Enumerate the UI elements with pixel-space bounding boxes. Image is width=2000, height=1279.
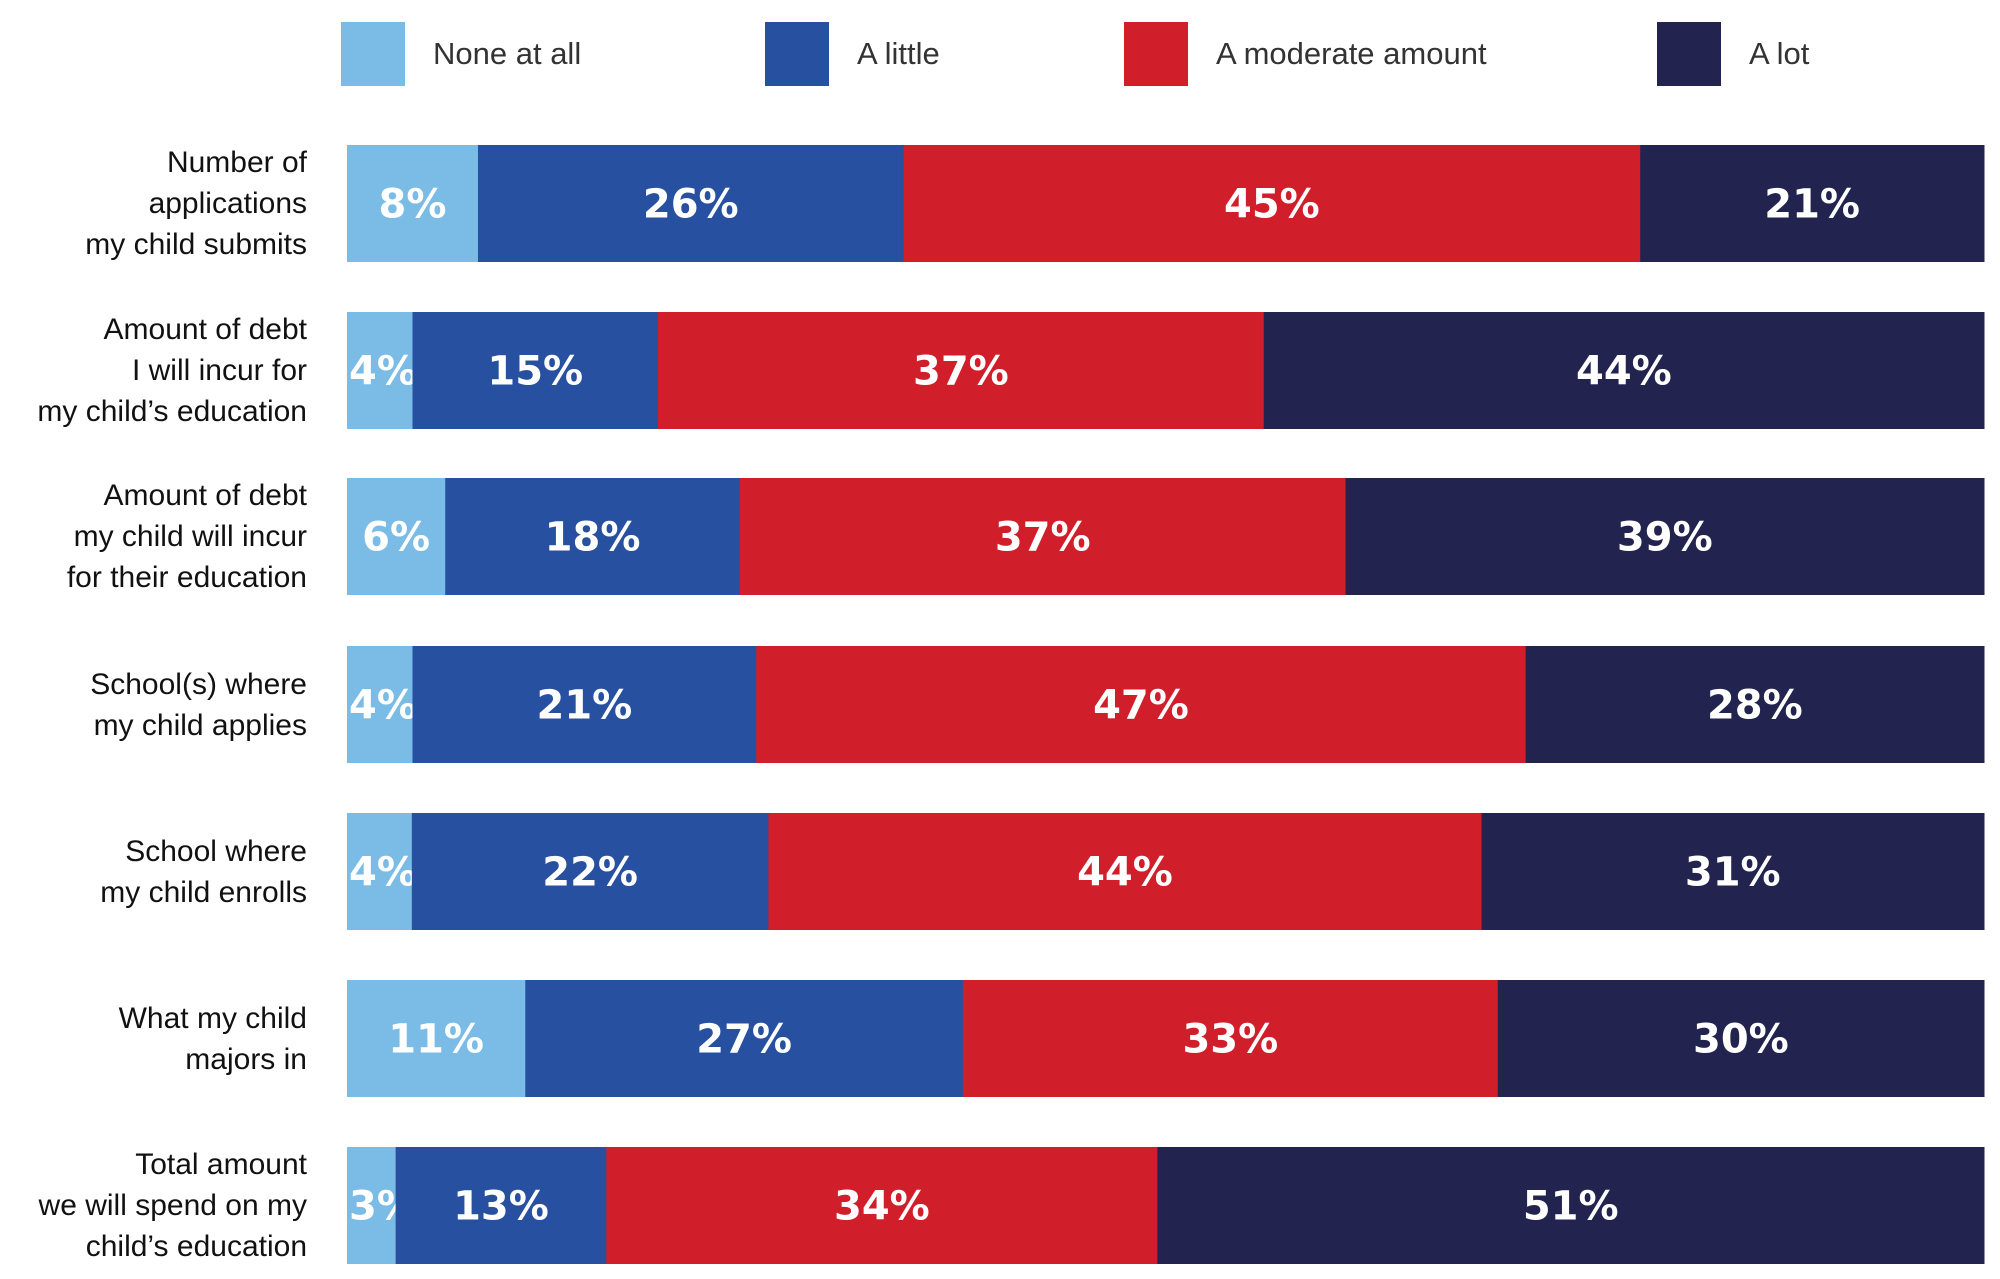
bar-segment: [445, 478, 741, 595]
data-label: 44%: [1576, 349, 1672, 395]
bar-segment: [606, 1147, 1158, 1264]
data-label: 28%: [1707, 683, 1803, 729]
category-label: Total amount we will spend on my child’s e…: [38, 1148, 307, 1263]
data-label: 31%: [1685, 850, 1781, 896]
legend-swatch: [1657, 22, 1721, 86]
data-label: 44%: [1077, 850, 1173, 896]
data-label: 26%: [643, 182, 739, 228]
data-label: 30%: [1693, 1017, 1789, 1063]
data-label: 39%: [1617, 515, 1713, 561]
data-label: 4%: [349, 850, 417, 896]
data-label: 34%: [834, 1184, 930, 1230]
bar-segment: [658, 312, 1265, 429]
category-label: Number of applications my child submits: [85, 146, 307, 261]
category-label: School(s) where my child applies: [90, 667, 307, 742]
data-label: 22%: [542, 850, 638, 896]
data-label: 37%: [913, 349, 1009, 395]
bar-segment: [1640, 145, 1985, 262]
bar-segment: [962, 980, 1499, 1097]
data-label: 6%: [362, 515, 430, 561]
legend-label: A lot: [1749, 36, 1810, 71]
bar-segment: [477, 145, 905, 262]
data-label: 47%: [1093, 683, 1189, 729]
bar-segment: [347, 646, 413, 763]
data-label: 45%: [1224, 182, 1320, 228]
legend-swatch: [341, 22, 405, 86]
category-label: Amount of debt I will incur for my child’s…: [37, 313, 307, 428]
data-label: 37%: [995, 515, 1091, 561]
data-label: 15%: [487, 349, 583, 395]
data-label: 11%: [388, 1017, 484, 1063]
legend-swatch: [765, 22, 829, 86]
bar-segment: [347, 312, 413, 429]
data-label: 8%: [379, 182, 447, 228]
legend-swatch: [1124, 22, 1188, 86]
data-label: 51%: [1523, 1184, 1619, 1230]
legend-item: None at all: [341, 22, 581, 86]
legend-label: A moderate amount: [1216, 36, 1487, 71]
legend-item: A little: [765, 22, 940, 86]
legend-item: A lot: [1657, 22, 1809, 86]
bar-segment: [1157, 1147, 1985, 1264]
category-label: What my child majors in: [118, 1001, 307, 1076]
bar-segment: [1497, 980, 1985, 1097]
bar-segment: [347, 145, 479, 262]
data-label: 21%: [536, 683, 632, 729]
bar-segment: [347, 478, 446, 595]
bar-segment: [903, 145, 1641, 262]
data-label: 18%: [545, 515, 641, 561]
legend-label: A little: [857, 36, 940, 71]
bar-segment: [768, 813, 1483, 930]
bar-segment: [411, 813, 769, 930]
legend-label: None at all: [433, 36, 582, 71]
category-label: School where my child enrolls: [100, 834, 307, 909]
bar-segment: [1345, 478, 1985, 595]
bar-segment: [347, 980, 526, 1097]
bar-segment: [756, 646, 1527, 763]
bar-segment: [347, 1147, 397, 1264]
bar-segment: [739, 478, 1347, 595]
data-label: 4%: [349, 683, 417, 729]
bar-segment: [395, 1147, 607, 1264]
data-label: 4%: [349, 349, 417, 395]
data-label: 21%: [1764, 182, 1860, 228]
data-label: 33%: [1182, 1017, 1278, 1063]
category-label: Amount of debt my child will incur for the…: [66, 479, 307, 594]
bar-segment: [412, 312, 659, 429]
bar-segment: [1525, 646, 1985, 763]
data-label: 13%: [453, 1184, 549, 1230]
bar-segment: [525, 980, 964, 1097]
legend-item: A moderate amount: [1124, 22, 1487, 86]
bar-segment: [347, 813, 413, 930]
bar-segment: [412, 646, 757, 763]
bar-segment: [1263, 312, 1985, 429]
bar-segment: [1481, 813, 1985, 930]
data-label: 27%: [696, 1017, 792, 1063]
